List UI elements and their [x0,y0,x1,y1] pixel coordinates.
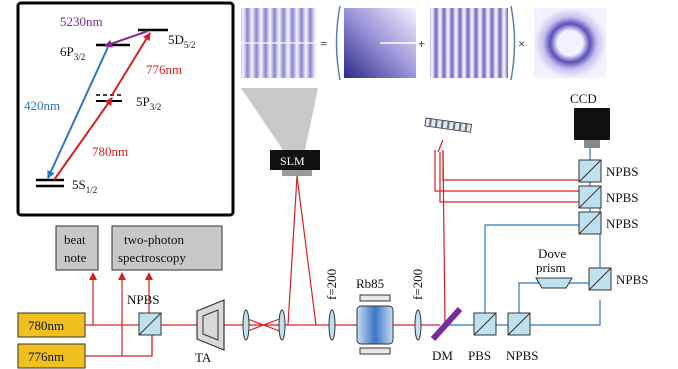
beat-note-box [55,225,99,271]
dove-label-1: Dove [538,246,566,261]
npbs-label-right-1: NPBS [606,164,639,179]
npbs-cube-right-2-diag [578,185,602,209]
equals-sign: = [320,36,327,51]
spectroscopy-line1: two-photon [124,232,184,247]
npbs-cube-right-3-diag [578,211,602,235]
ccd-camera [574,108,610,140]
bracket-right [510,5,516,81]
ta-inner [202,309,219,341]
slm-label: SLM [280,154,305,168]
dove-label-2: prism [536,260,566,275]
npbs-label-right-4: NPBS [616,272,649,287]
beam-grating-1 [437,139,444,153]
dm-label: DM [432,348,453,363]
beam-blue-main [448,300,601,326]
npbs-label-laser: NPBS [127,292,160,307]
beam-dm-up [442,151,446,326]
plus-sign: + [418,36,425,51]
telescope-lens-1 [242,309,250,341]
dove-prism [535,277,573,289]
wavelength-780: 780nm [92,144,128,159]
diffraction-grating [424,117,473,133]
ta-amplifier [196,299,225,351]
slm-projection [241,88,318,150]
spectroscopy-line2: spectroscopy [118,250,186,265]
rb85-label: Rb85 [356,276,384,291]
grating-image [430,8,508,78]
bracket-left [335,5,341,81]
label-5p: 5P3/2 [136,94,161,112]
wavelength-5230: 5230nm [60,14,103,29]
ccd-label: CCD [570,91,597,106]
label-5s: 5S1/2 [72,177,97,195]
slm-device [270,150,320,170]
transition-776-arrow [111,32,151,96]
wavelength-420: 420nm [24,98,60,113]
npbs-cube-bottom-diag [507,312,531,336]
rb-cell [356,305,394,345]
slm-base [282,170,312,176]
beat-note-line2: note [64,250,87,265]
label-6p: 6P3/2 [60,44,85,62]
laser-780-label: 780nm [28,318,64,333]
npbs-label-bottom: NPBS [506,348,539,363]
pbs-cube-diag [473,312,497,336]
npbs-label-right-3: NPBS [606,216,639,231]
transition-420-arrow [47,46,109,179]
lens-f200-2 [414,309,422,341]
npbs-cube-laser-diag [138,312,162,336]
telescope-lens-2 [278,309,286,341]
beam-blue-pbs-up [484,224,590,322]
donut-image [534,8,606,78]
laser-776-box [17,343,86,369]
transition-780-arrow [53,97,113,181]
npbs-cube-right-1-diag [578,159,602,183]
lens-f200-1 [328,309,336,341]
ccd-lens [584,140,600,148]
rb-cell-bottom-plate [359,347,391,355]
energy-level-panel [16,1,235,217]
label-5d: 5D5/2 [168,32,195,50]
beam-red-mid [434,150,590,192]
beam-red-upper [442,150,590,181]
npbs-cube-right-4-diag [588,267,612,291]
beat-note-line1: beat [64,232,86,247]
beam-telescope-2 [244,317,283,333]
times-sign: × [518,36,525,51]
beam-slm-out [296,175,317,326]
ta-label: TA [195,350,212,365]
dichroic-mirror [430,306,463,342]
spectroscopy-box [111,225,223,271]
beam-red-lower [439,152,590,203]
lens-f200-1-label: f=200 [324,269,339,300]
beam-slm-in [287,175,298,326]
lens-f200-2-label: f=200 [410,269,425,300]
npbs-label-right-2: NPBS [606,190,639,205]
wavelength-776: 776nm [146,62,182,77]
rb-cell-top-plate [359,294,391,302]
pbs-label: PBS [468,348,491,363]
laser-776-label: 776nm [28,349,64,364]
transition-5230-arrow [104,30,149,48]
